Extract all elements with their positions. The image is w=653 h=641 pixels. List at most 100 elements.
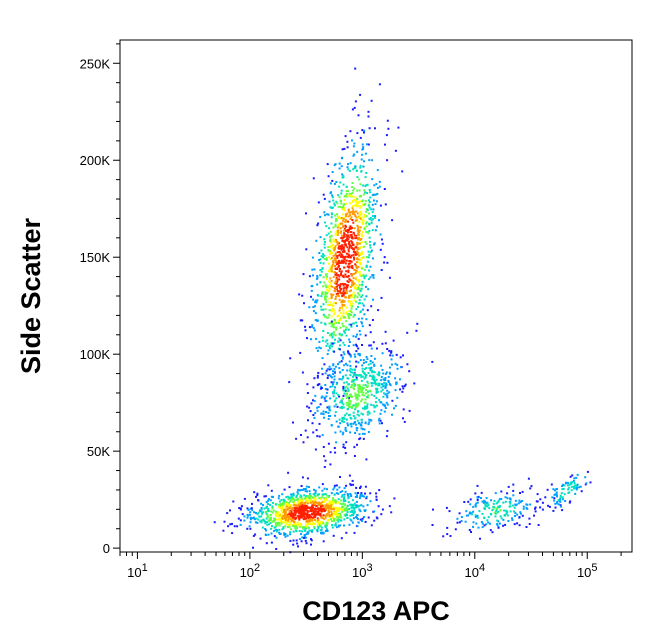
data-point [331, 342, 334, 345]
data-point [331, 345, 334, 348]
data-point [350, 314, 352, 316]
data-point [279, 517, 281, 520]
data-point [339, 306, 342, 309]
data-point [486, 505, 489, 508]
data-point [319, 524, 322, 527]
data-point [306, 519, 309, 522]
data-point [352, 209, 355, 212]
data-point [351, 182, 354, 184]
data-point [283, 521, 286, 524]
data-point [368, 199, 370, 202]
data-point [312, 399, 314, 402]
data-point [359, 518, 362, 521]
data-point [339, 371, 342, 374]
data-point [325, 410, 327, 413]
data-point [509, 510, 512, 513]
data-point [252, 516, 255, 519]
data-point [573, 477, 576, 480]
data-point [337, 340, 340, 343]
data-point [350, 307, 353, 310]
data-point [271, 507, 274, 510]
data-point [567, 481, 570, 484]
data-point [514, 512, 517, 515]
data-point [526, 507, 529, 510]
data-point [328, 415, 330, 417]
data-point [357, 352, 360, 355]
data-point [342, 502, 345, 505]
data-point [357, 216, 360, 219]
data-point [349, 194, 352, 197]
data-point [371, 274, 374, 277]
data-point [336, 262, 339, 265]
data-point [256, 494, 259, 497]
data-point [329, 505, 332, 508]
data-point [334, 451, 337, 454]
data-point [338, 367, 341, 370]
data-point [324, 508, 327, 510]
data-point [561, 485, 564, 487]
data-point [349, 214, 352, 217]
data-point [393, 497, 396, 500]
data-point [337, 266, 340, 268]
data-point [295, 504, 298, 507]
data-point [474, 515, 477, 518]
data-point [353, 531, 356, 534]
data-point [355, 169, 358, 172]
data-point [331, 285, 334, 288]
data-point [343, 257, 346, 259]
data-point [321, 505, 324, 508]
data-point [349, 262, 352, 265]
data-point [375, 397, 378, 399]
data-point [365, 295, 368, 298]
data-point [490, 499, 493, 502]
data-point [299, 513, 302, 516]
data-point [372, 193, 375, 196]
data-point [376, 225, 378, 228]
data-point [324, 515, 327, 517]
data-point [294, 527, 297, 530]
data-point [268, 523, 270, 526]
data-point [384, 384, 387, 387]
data-point [347, 328, 350, 331]
data-point [361, 148, 364, 151]
data-point [283, 516, 286, 519]
data-point [305, 505, 307, 508]
data-point [340, 399, 343, 402]
data-point [310, 338, 312, 341]
data-point [280, 498, 283, 501]
data-point [386, 429, 389, 432]
data-point [342, 259, 345, 262]
data-point [347, 284, 350, 287]
data-point [365, 215, 368, 218]
data-point [371, 319, 374, 321]
data-point [326, 213, 329, 216]
plot-frame [119, 39, 633, 553]
data-point [319, 507, 322, 510]
data-point [356, 258, 359, 261]
data-point [348, 316, 351, 319]
data-point [340, 292, 343, 295]
data-point [371, 211, 374, 214]
data-point [284, 519, 287, 522]
data-point [391, 413, 393, 416]
data-point [348, 403, 351, 406]
data-point [348, 240, 351, 243]
data-point [324, 298, 326, 301]
data-point [321, 434, 324, 437]
data-point [326, 523, 329, 525]
data-point [387, 127, 390, 130]
data-point [345, 193, 348, 195]
data-point [335, 441, 338, 444]
data-point [355, 365, 358, 368]
data-point [381, 508, 384, 511]
data-point [334, 414, 337, 417]
data-point [350, 296, 353, 299]
data-point [377, 505, 380, 508]
data-point [323, 322, 326, 325]
data-point [530, 485, 533, 488]
data-point [335, 278, 338, 281]
data-point [336, 233, 339, 236]
data-point [309, 522, 312, 525]
data-point [352, 411, 355, 414]
data-point [310, 517, 313, 520]
